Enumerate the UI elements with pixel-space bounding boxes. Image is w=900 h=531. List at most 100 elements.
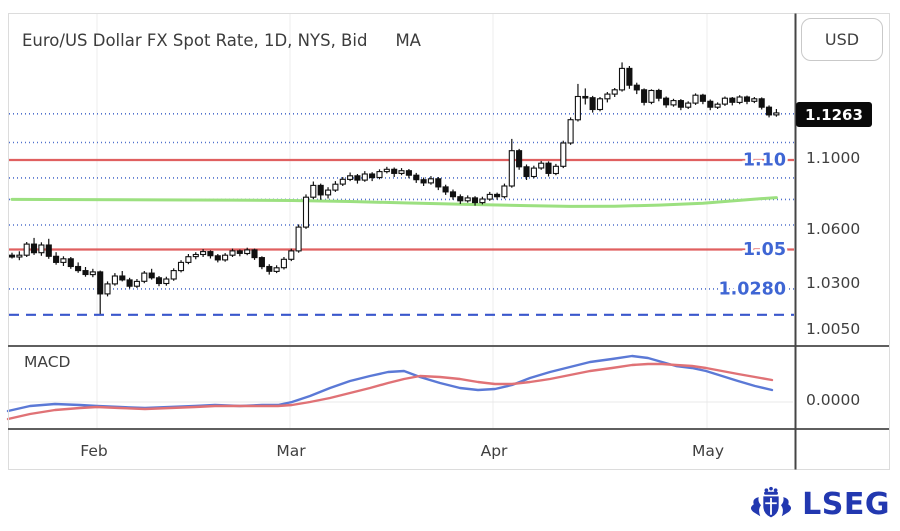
- candle-body: [53, 255, 60, 263]
- candle-body: [560, 142, 567, 167]
- candle-body: [104, 283, 111, 295]
- candle-body: [361, 173, 368, 181]
- candle-body: [148, 272, 155, 279]
- candle-body: [332, 183, 339, 191]
- price-axis-label: 1.0300: [806, 274, 861, 292]
- candle-body: [567, 119, 574, 144]
- price-axis-label: 1.1000: [806, 149, 861, 167]
- price-level-label: 1.05: [743, 240, 786, 260]
- candle-body: [398, 170, 405, 174]
- candle-body: [758, 98, 765, 108]
- candle-body: [751, 98, 758, 102]
- candle-body: [251, 249, 258, 259]
- candle-body: [765, 106, 773, 116]
- lseg-crest-icon: [751, 486, 792, 518]
- candle-body: [75, 265, 82, 272]
- price-level-label: 1.10: [743, 151, 786, 171]
- time-axis-label: May: [691, 442, 725, 460]
- ma-line: [10, 196, 778, 208]
- candle-body: [67, 258, 74, 268]
- candle-body: [427, 178, 434, 184]
- chart-border: [8, 13, 890, 470]
- candle-body: [405, 170, 412, 176]
- macd-signal-line: [6, 362, 774, 421]
- candle-body: [155, 277, 163, 285]
- candle-body: [376, 171, 383, 179]
- candle-body: [773, 112, 780, 116]
- currency-scale-button[interactable]: USD: [801, 18, 883, 61]
- candle-body: [545, 162, 552, 174]
- candle-body: [214, 255, 221, 261]
- candle-body: [89, 271, 96, 276]
- macd-indicator-label[interactable]: MACD: [24, 353, 71, 371]
- candle-body: [383, 168, 390, 173]
- candle-body: [16, 254, 23, 258]
- candle-body: [23, 243, 30, 256]
- candle-body: [266, 265, 273, 272]
- candle-body: [685, 102, 692, 108]
- candle-body: [494, 193, 501, 198]
- candle-body: [486, 193, 493, 200]
- candle-body: [457, 196, 464, 202]
- candle-body: [574, 95, 581, 121]
- candle-body: [111, 275, 118, 285]
- candle-body: [633, 84, 640, 91]
- candle-body: [692, 94, 699, 104]
- candle-body: [641, 89, 648, 103]
- candle-body: [170, 270, 177, 280]
- candle-body: [464, 197, 471, 202]
- candle-body: [126, 279, 133, 287]
- candle-body: [141, 272, 148, 282]
- candle-body: [288, 250, 295, 260]
- candle-body: [721, 97, 728, 105]
- candle-body: [618, 67, 626, 91]
- candle-body: [523, 166, 530, 178]
- candle-body: [302, 196, 310, 228]
- candle-body: [222, 254, 229, 261]
- candle-body: [538, 162, 545, 169]
- candle-body: [449, 191, 457, 198]
- candle-body: [82, 270, 89, 276]
- price-axis-label: 1.0600: [806, 220, 861, 238]
- candle-body: [45, 244, 52, 257]
- time-axis-label: Apr: [480, 442, 508, 460]
- candle-body: [508, 150, 515, 187]
- candle-body: [604, 93, 611, 100]
- candle-body: [200, 251, 207, 256]
- candle-body: [258, 257, 265, 268]
- candle-body: [177, 261, 185, 272]
- time-axis-label: Mar: [276, 442, 306, 460]
- candle-body: [97, 271, 104, 295]
- candle-body: [589, 97, 596, 111]
- candle-body: [8, 254, 16, 258]
- price-level-label: 1.0280: [718, 279, 786, 299]
- candle-body: [30, 243, 38, 254]
- candle-body: [479, 198, 486, 204]
- candle-body: [413, 174, 420, 181]
- candle-body: [530, 167, 537, 178]
- last-price-badge: 1.1263: [796, 102, 872, 127]
- candle-body: [743, 96, 751, 102]
- candle-body: [163, 278, 170, 285]
- candle-body: [707, 100, 714, 108]
- candle-body: [244, 249, 251, 255]
- candle-body: [317, 184, 324, 196]
- candle-body: [280, 258, 287, 269]
- candle-body: [369, 173, 376, 179]
- candle-body: [516, 150, 523, 168]
- candle-body: [391, 168, 398, 174]
- ma-indicator-label[interactable]: MA: [395, 31, 421, 50]
- candle-body: [420, 179, 427, 184]
- lseg-logo: LSEG: [748, 484, 890, 524]
- candle-body: [236, 250, 243, 254]
- candle-body: [354, 175, 361, 181]
- price-axis-label: 1.0050: [806, 320, 861, 338]
- time-axis[interactable]: Feb Mar Apr May: [0, 442, 795, 466]
- candle-body: [501, 185, 508, 198]
- candle-body: [736, 96, 743, 103]
- candle-body: [626, 67, 633, 86]
- candle-body: [677, 100, 684, 108]
